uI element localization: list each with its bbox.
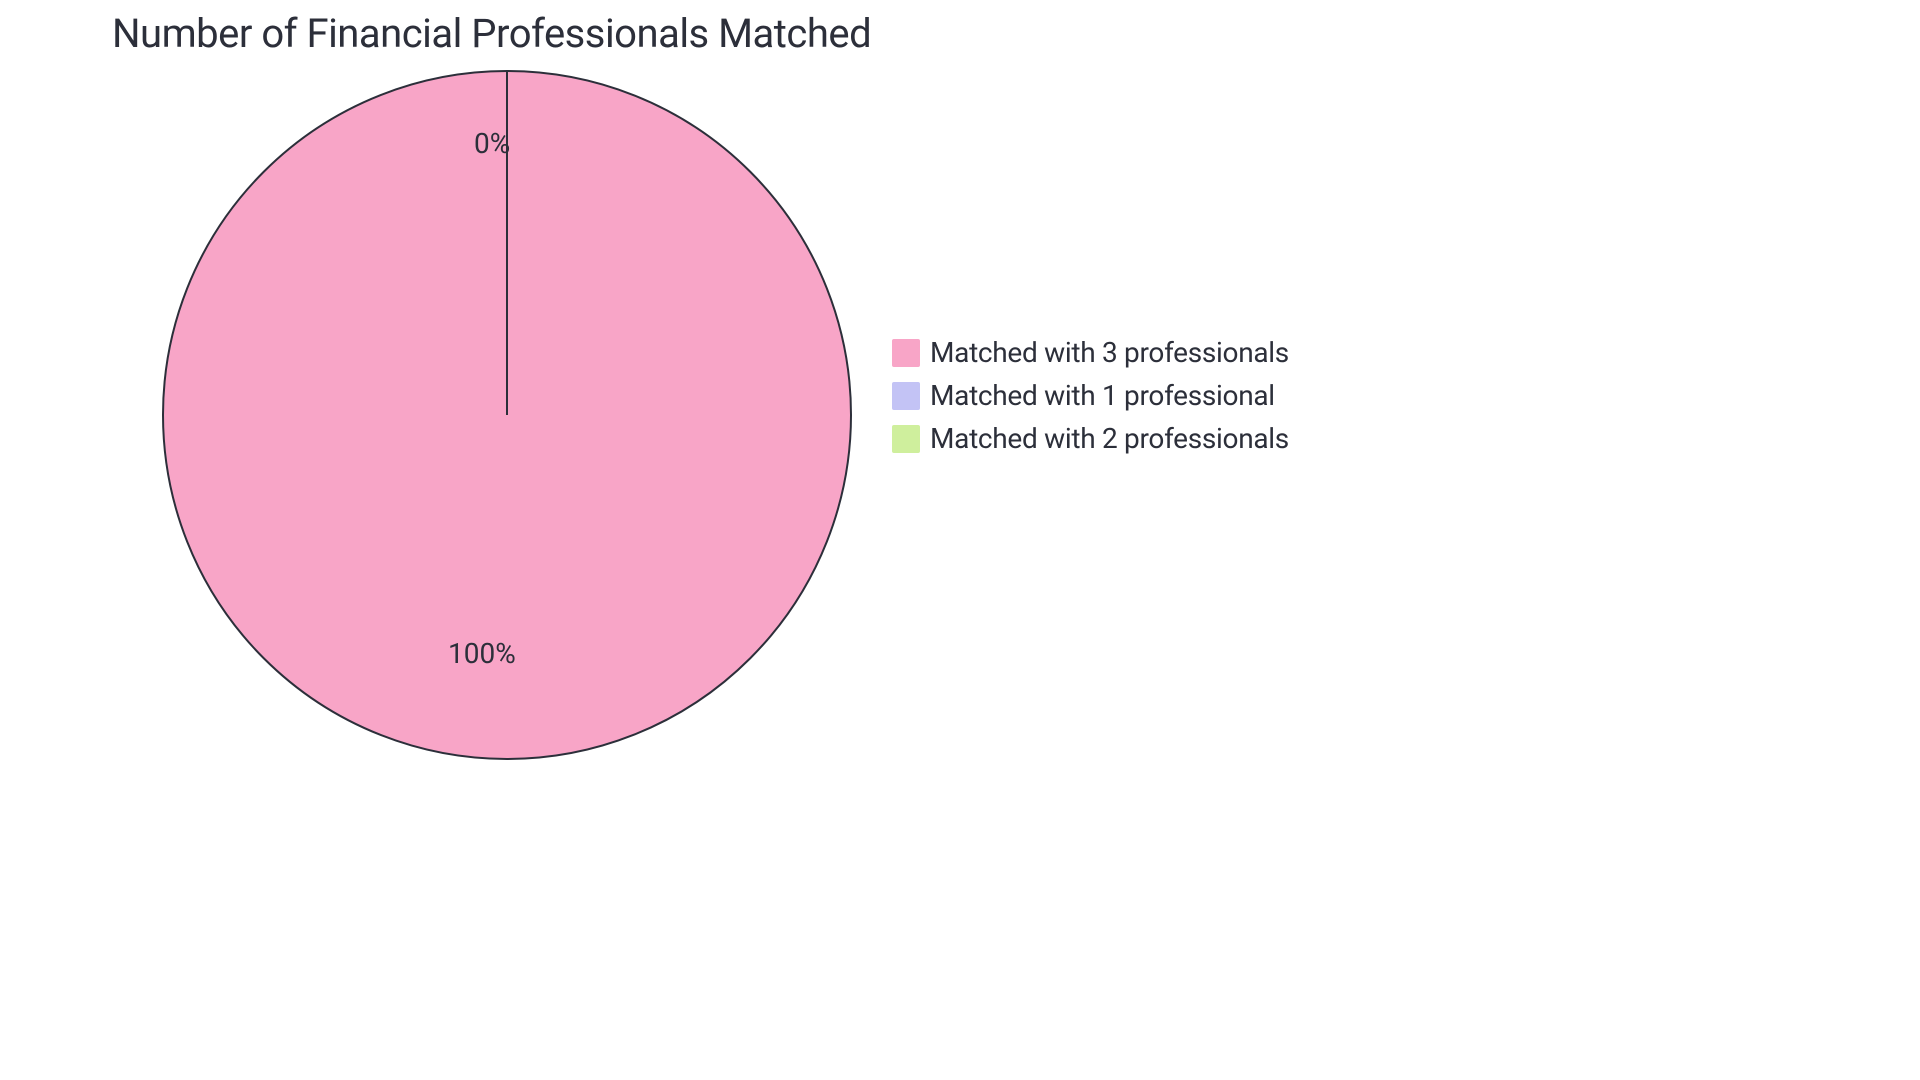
chart-title: Number of Financial Professionals Matche… xyxy=(112,10,871,57)
pct-label-100: 100% xyxy=(448,637,516,670)
legend-swatch xyxy=(892,425,920,453)
legend-item: Matched with 3 professionals xyxy=(892,336,1289,369)
chart-container: Number of Financial Professionals Matche… xyxy=(0,0,1440,804)
legend: Matched with 3 professionals Matched wit… xyxy=(892,336,1289,455)
legend-label: Matched with 1 professional xyxy=(930,379,1275,412)
pct-label-0: 0% xyxy=(474,127,510,160)
legend-swatch xyxy=(892,339,920,367)
legend-label: Matched with 3 professionals xyxy=(930,336,1289,369)
legend-item: Matched with 2 professionals xyxy=(892,422,1289,455)
legend-item: Matched with 1 professional xyxy=(892,379,1289,412)
legend-swatch xyxy=(892,382,920,410)
legend-label: Matched with 2 professionals xyxy=(930,422,1289,455)
